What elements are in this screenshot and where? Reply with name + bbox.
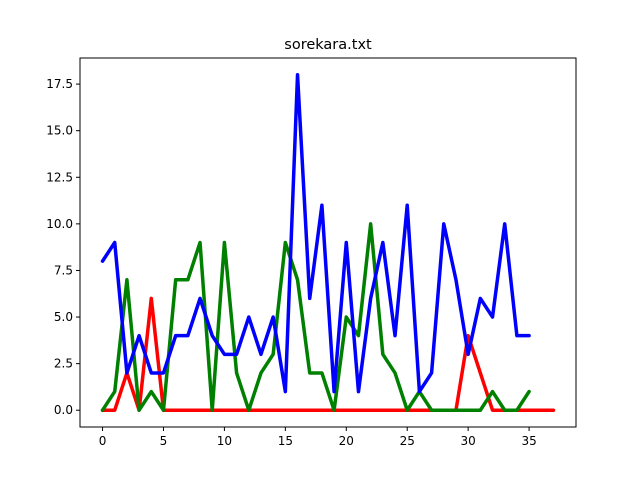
series-line-1 [100,296,556,412]
x-axis: 0 5 10 15 20 25 30 35 [99,427,537,448]
x-tick-label: 30 [461,434,476,448]
x-tick-label: 15 [278,434,293,448]
y-tick-label: 12.5 [46,170,73,184]
y-tick-label: 0.0 [54,403,73,417]
y-tick-label: 5.0 [54,310,73,324]
y-axis: 0.0 2.5 5.0 7.5 10.0 12.5 15.0 17.5 [46,77,80,417]
y-tick-label: 10.0 [46,217,73,231]
series-line-2 [100,222,531,412]
x-tick-label: 35 [521,434,536,448]
x-tick-label: 20 [339,434,354,448]
y-tick-label: 17.5 [46,77,73,91]
x-tick-label: 25 [400,434,415,448]
x-tick-label: 0 [99,434,107,448]
plot-frame [79,57,577,428]
y-tick-label: 2.5 [54,357,73,371]
x-tick-label: 5 [160,434,168,448]
series-line-3 [100,73,531,394]
series-layer [100,73,556,412]
y-tick-label: 7.5 [54,263,73,277]
chart-title: sorekara.txt [284,37,372,53]
x-tick-label: 10 [217,434,232,448]
y-tick-label: 15.0 [46,124,73,138]
